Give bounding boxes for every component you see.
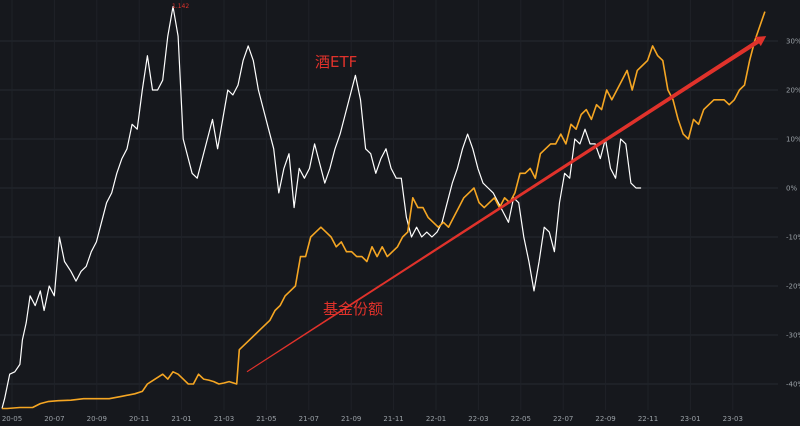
peak-value-label: 1.142 xyxy=(172,3,189,10)
x-tick-label: 22-11 xyxy=(638,415,658,423)
y-tick-label: 0% xyxy=(786,185,797,193)
x-tick-label: 21-07 xyxy=(299,415,319,423)
x-tick-label: 20-11 xyxy=(129,415,149,423)
y-tick-label: 20% xyxy=(786,87,800,95)
x-tick-label: 23-03 xyxy=(723,415,743,423)
x-tick-label: 22-07 xyxy=(553,415,573,423)
y-tick-label: 30% xyxy=(786,38,800,46)
x-tick-label: 21-05 xyxy=(256,415,276,423)
annotation-liquor-etf: 酒ETF xyxy=(315,53,357,71)
x-tick-label: 21-09 xyxy=(341,415,361,423)
series-line-fund-shares xyxy=(2,11,766,410)
series-lines xyxy=(1,6,766,410)
y-axis-ticks: 30% 20% 10% 0% -10% -20% -30% -40% xyxy=(786,38,800,389)
x-tick-label: 21-03 xyxy=(214,415,234,423)
gridlines xyxy=(0,0,778,410)
x-axis-ticks: 20-05 20-07 20-09 20-11 21-01 21-03 21-05 21-07… xyxy=(2,415,743,423)
y-tick-label: -20% xyxy=(786,283,800,291)
y-tick-label: -30% xyxy=(786,332,800,340)
annotation-fund-shares: 基金份额 xyxy=(323,300,383,318)
trend-arrow xyxy=(246,36,767,373)
x-tick-label: 21-01 xyxy=(171,415,191,423)
x-tick-label: 20-05 xyxy=(2,415,22,423)
x-tick-label: 22-05 xyxy=(511,415,531,423)
x-tick-label: 22-09 xyxy=(595,415,615,423)
x-tick-label: 22-01 xyxy=(426,415,446,423)
x-tick-label: 20-09 xyxy=(87,415,107,423)
x-tick-label: 22-03 xyxy=(468,415,488,423)
x-tick-label: 21-11 xyxy=(383,415,403,423)
trend-arrows xyxy=(246,36,767,373)
series-line-liquor-etf xyxy=(1,6,642,409)
y-tick-label: -40% xyxy=(786,381,800,389)
x-tick-label: 23-01 xyxy=(680,415,700,423)
y-tick-label: -10% xyxy=(786,234,800,242)
x-tick-label: 20-07 xyxy=(44,415,64,423)
y-tick-label: 10% xyxy=(786,136,800,144)
